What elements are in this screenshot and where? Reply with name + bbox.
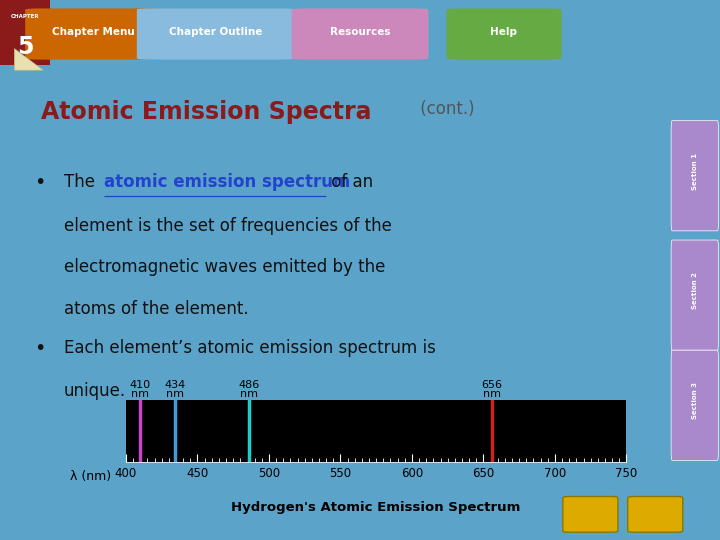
Text: Section 1: Section 1 xyxy=(692,153,698,190)
Text: Each element’s atomic emission spectrum is: Each element’s atomic emission spectrum … xyxy=(63,339,436,357)
Text: nm: nm xyxy=(240,388,258,399)
Text: 400: 400 xyxy=(115,467,137,480)
Text: electromagnetic waves emitted by the: electromagnetic waves emitted by the xyxy=(63,258,385,276)
Text: Hydrogen's Atomic Emission Spectrum: Hydrogen's Atomic Emission Spectrum xyxy=(231,501,521,514)
FancyBboxPatch shape xyxy=(671,120,719,231)
Text: 656: 656 xyxy=(482,380,503,390)
Text: Section 3: Section 3 xyxy=(692,382,698,419)
Text: 500: 500 xyxy=(258,467,280,480)
Text: element is the set of frequencies of the: element is the set of frequencies of the xyxy=(63,217,392,235)
FancyBboxPatch shape xyxy=(628,497,683,532)
Text: 486: 486 xyxy=(238,380,260,390)
FancyBboxPatch shape xyxy=(563,497,618,532)
Text: nm: nm xyxy=(131,388,149,399)
Text: unique.: unique. xyxy=(63,382,126,400)
Text: atomic emission spectrum: atomic emission spectrum xyxy=(104,173,351,192)
FancyBboxPatch shape xyxy=(0,0,50,65)
FancyBboxPatch shape xyxy=(671,240,719,350)
Text: Atomic Emission Spectra: Atomic Emission Spectra xyxy=(40,100,371,124)
FancyBboxPatch shape xyxy=(446,9,562,59)
Text: 434: 434 xyxy=(164,380,185,390)
Text: Chapter Outline: Chapter Outline xyxy=(169,28,263,37)
Text: Chapter Menu: Chapter Menu xyxy=(53,28,135,37)
Text: CHAPTER: CHAPTER xyxy=(11,14,40,19)
Text: (cont.): (cont.) xyxy=(415,100,475,118)
Text: 5: 5 xyxy=(17,35,33,59)
Text: •: • xyxy=(34,339,45,357)
Text: 650: 650 xyxy=(472,467,495,480)
Text: 410: 410 xyxy=(130,380,151,390)
Text: nm: nm xyxy=(166,388,184,399)
Text: λ (nm): λ (nm) xyxy=(71,470,112,483)
Text: The: The xyxy=(63,173,100,192)
Text: 550: 550 xyxy=(329,467,351,480)
Text: nm: nm xyxy=(483,388,501,399)
FancyBboxPatch shape xyxy=(25,9,162,59)
Text: of an: of an xyxy=(325,173,373,192)
FancyBboxPatch shape xyxy=(292,9,428,59)
Text: 750: 750 xyxy=(616,467,637,480)
FancyBboxPatch shape xyxy=(137,9,295,59)
Text: 700: 700 xyxy=(544,467,566,480)
Text: Help: Help xyxy=(490,28,518,37)
Text: •: • xyxy=(34,173,45,192)
Text: Resources: Resources xyxy=(330,28,390,37)
Text: 450: 450 xyxy=(186,467,209,480)
Text: atoms of the element.: atoms of the element. xyxy=(63,300,248,318)
Text: Section 2: Section 2 xyxy=(692,272,698,309)
FancyBboxPatch shape xyxy=(671,350,719,460)
Text: 600: 600 xyxy=(401,467,423,480)
